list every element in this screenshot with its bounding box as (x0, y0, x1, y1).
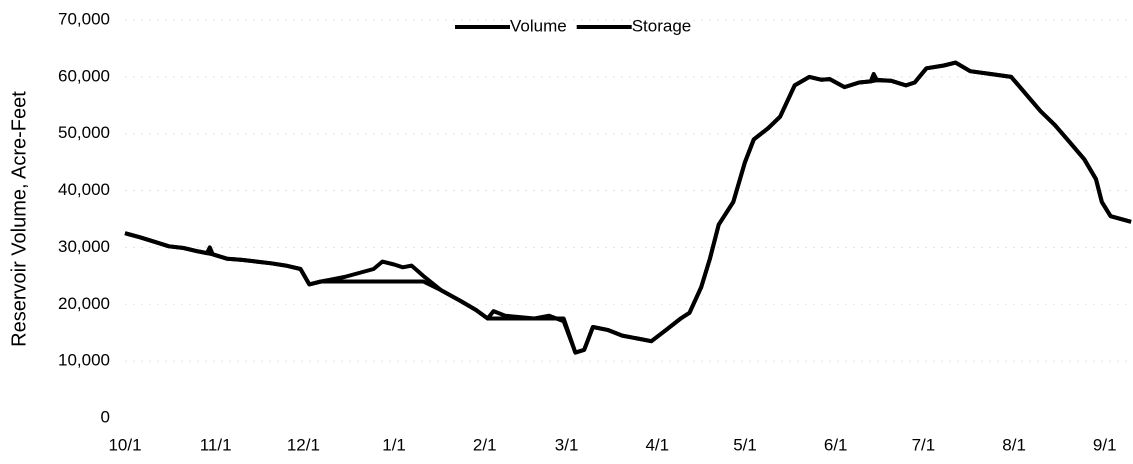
x-tick-label: 5/1 (733, 435, 757, 454)
y-tick-label: 0 (101, 407, 110, 426)
y-tick-label: 30,000 (58, 237, 110, 256)
y-tick-label: 70,000 (58, 9, 110, 28)
x-tick-label: 9/1 (1093, 435, 1117, 454)
y-tick-label: 50,000 (58, 123, 110, 142)
legend-label: Volume (510, 16, 567, 35)
y-tick-label: 10,000 (58, 351, 110, 370)
y-axis-label: Reservoir Volume, Acre-Feet (8, 91, 30, 347)
x-tick-label: 6/1 (824, 435, 848, 454)
y-tick-label: 20,000 (58, 294, 110, 313)
series-line (124, 60, 1132, 355)
x-tick-label: 7/1 (912, 435, 936, 454)
y-tick-label: 40,000 (58, 180, 110, 199)
x-tick-label: 8/1 (1002, 435, 1026, 454)
x-tick-label: 3/1 (555, 435, 579, 454)
legend-label: Storage (632, 16, 692, 35)
x-tick-label: 1/1 (382, 435, 406, 454)
x-tick-label: 2/1 (473, 435, 497, 454)
x-tick-label: 10/1 (108, 435, 141, 454)
x-tick-label: 12/1 (287, 435, 320, 454)
y-tick-label: 60,000 (58, 66, 110, 85)
x-tick-label: 11/1 (200, 435, 232, 454)
series-line (124, 60, 1132, 355)
x-tick-label: 4/1 (645, 435, 669, 454)
